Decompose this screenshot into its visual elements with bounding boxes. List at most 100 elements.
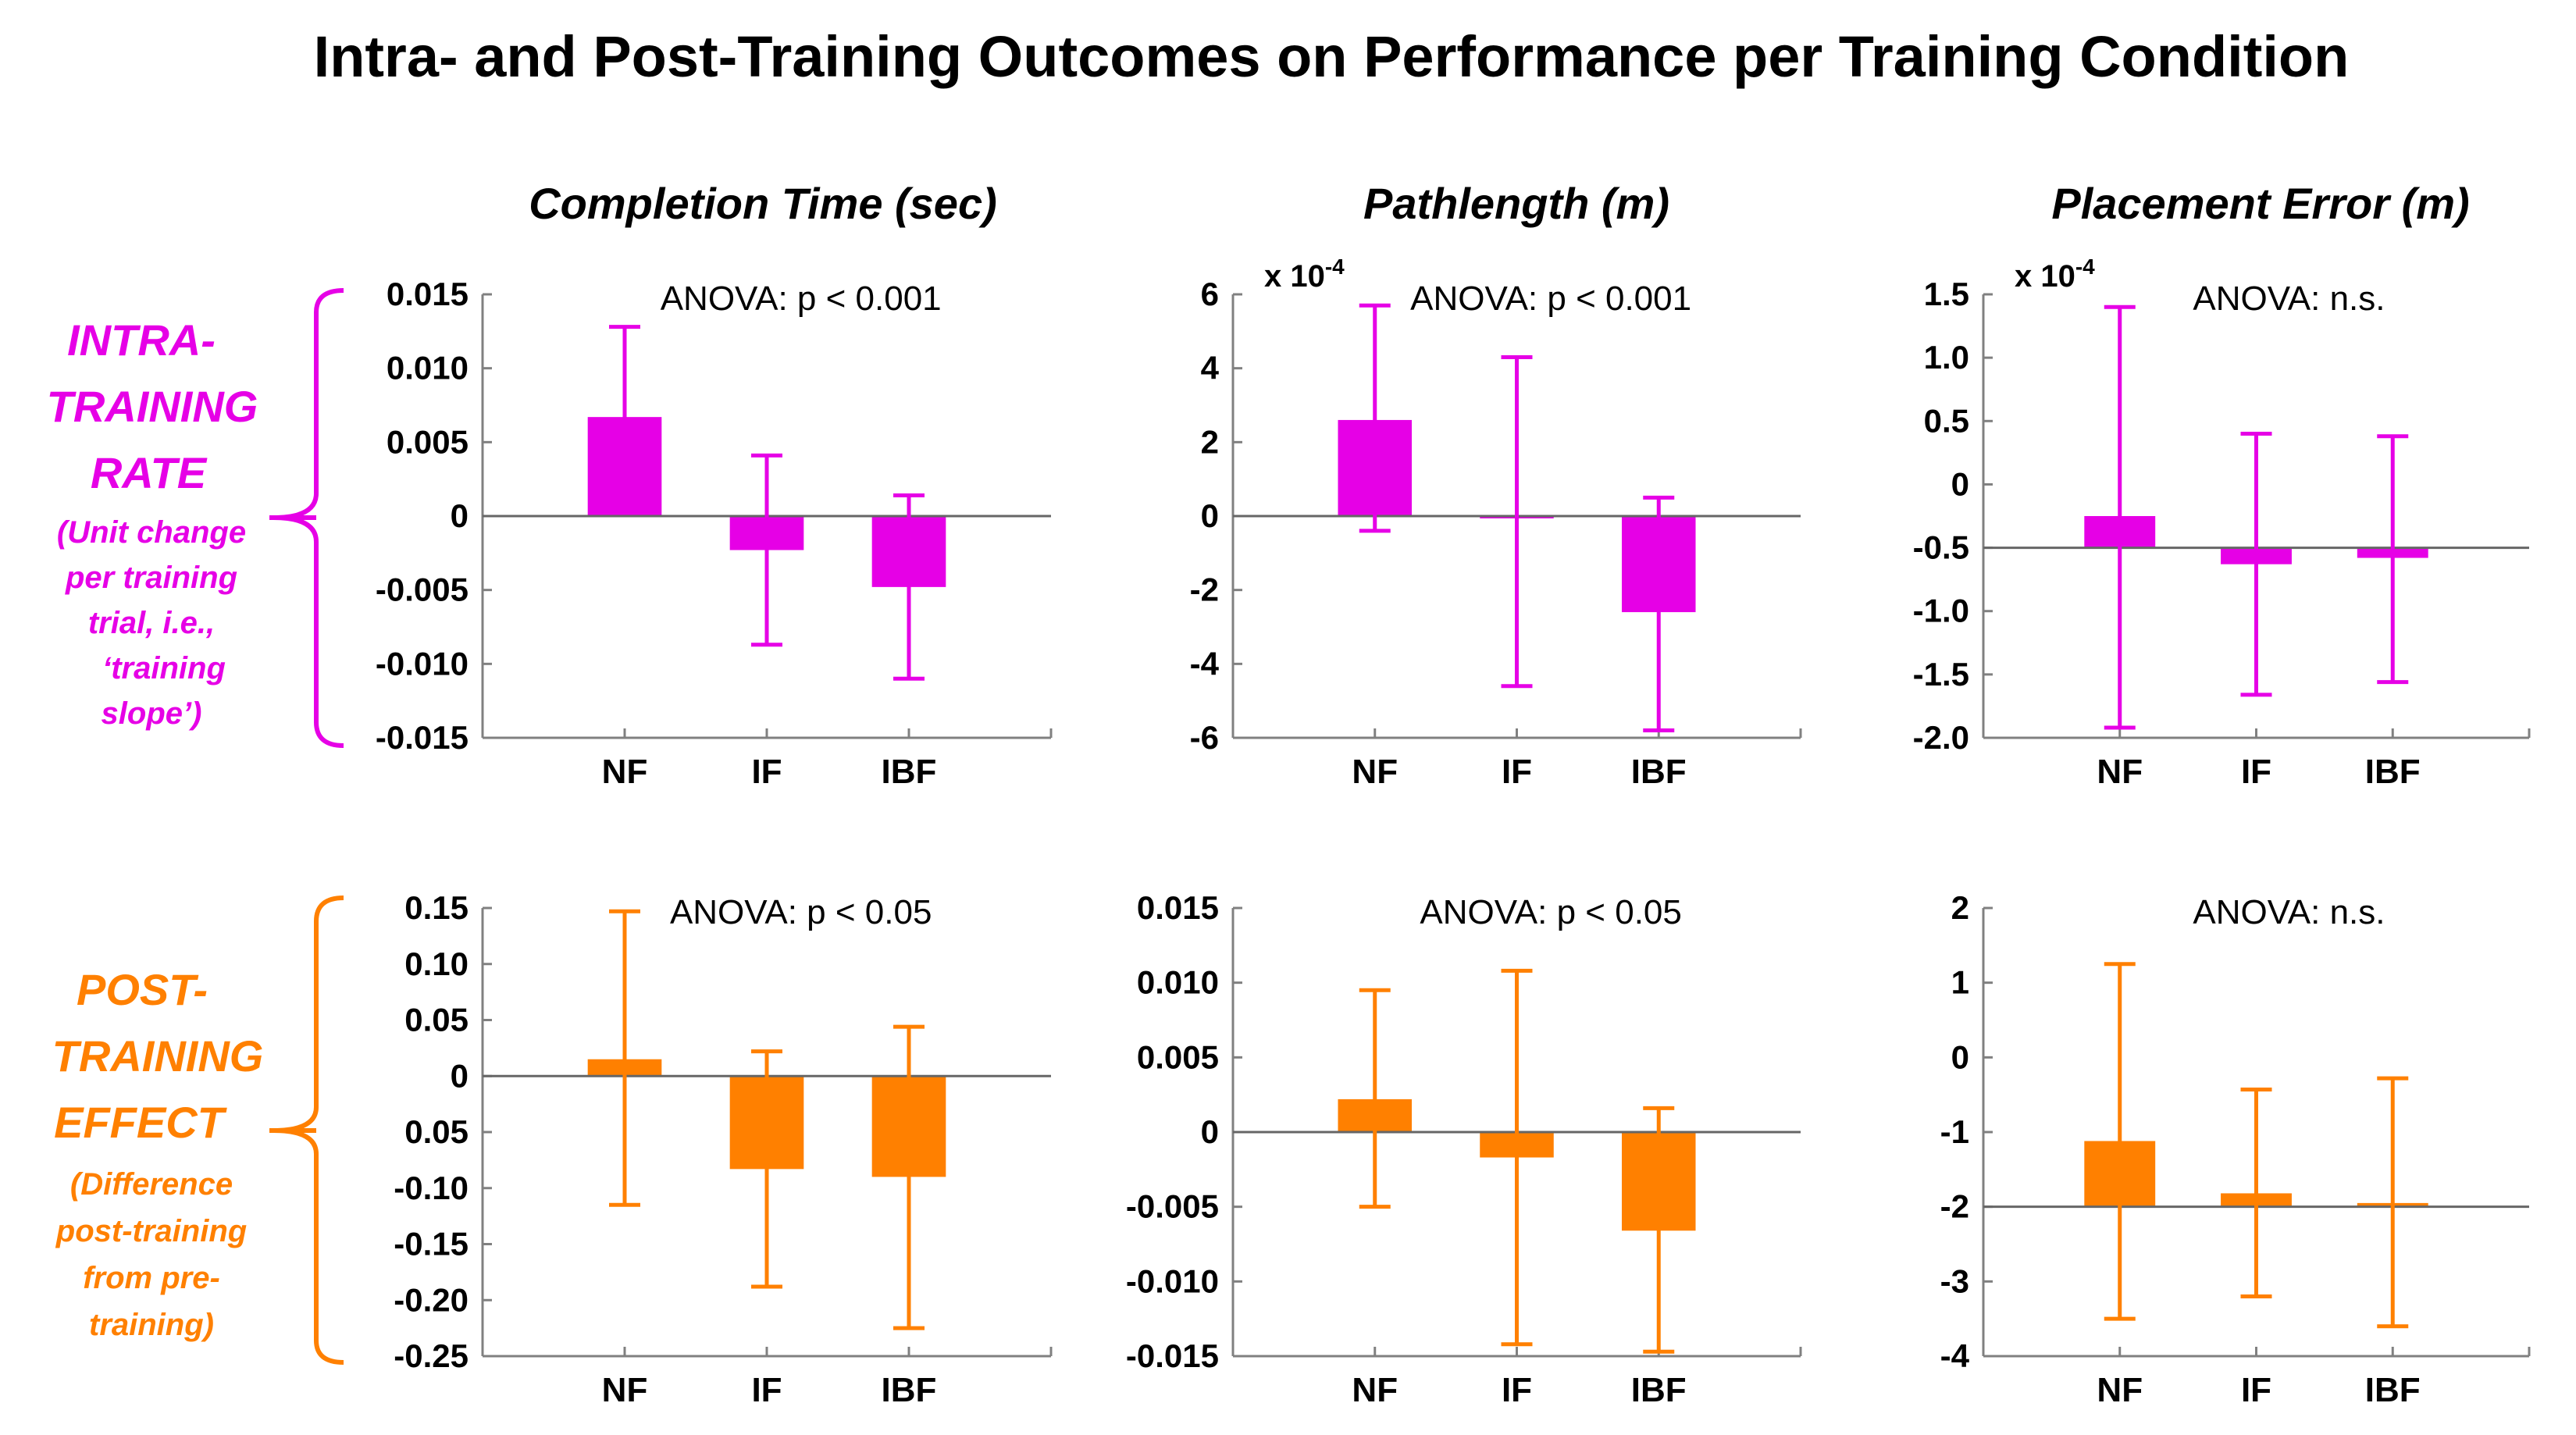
row-label-intra-line-1: INTRA- — [67, 315, 216, 365]
y-tick-label: 0.5 — [1924, 402, 1969, 439]
anova-annotation: ANOVA: n.s. — [2193, 280, 2385, 318]
y-tick-label: 0.015 — [387, 276, 469, 312]
y-tick-label: -2 — [1190, 572, 1219, 608]
category-label-nf: NF — [2097, 753, 2143, 791]
row-sub-post-line-3: from pre- — [83, 1261, 220, 1295]
row-label-intra-line-2: TRAINING — [47, 382, 258, 431]
row-label-post-line-2: TRAINING — [52, 1031, 264, 1081]
y-tick-label: 2 — [1201, 423, 1219, 460]
category-label-if: IF — [1502, 753, 1532, 791]
y-tick-label: -1.0 — [1913, 593, 1969, 629]
chart-panel-2: 6 4 2 0 -2 -4 -6 x 10-4 NF IF IBF ANOVA: p < 0.001 — [1190, 255, 1802, 791]
y-tick-label: 0 — [1201, 497, 1219, 534]
y-tick-label: 6 — [1201, 276, 1219, 312]
row-sub-intra-line-1: (Unit change — [57, 515, 246, 550]
y-tick-label: 1 — [1951, 964, 1969, 1001]
row-sub-intra-line-3: trial, i.e., — [88, 606, 215, 640]
category-label-if: IF — [751, 753, 782, 791]
chart-panel-4: 0.15 0.10 0.05 0 0.05 -0.10 -0.15 -0.20 -0.25 NF I… — [394, 889, 1053, 1409]
y-tick-label: 0 — [1951, 465, 1969, 502]
y-tick-label: -0.010 — [1126, 1262, 1219, 1299]
y-tick-label: 0.010 — [387, 350, 469, 386]
category-label-ibf: IBF — [1631, 753, 1687, 791]
category-label-if: IF — [2241, 1371, 2271, 1409]
row-sub-intra-line-5: slope’) — [102, 696, 202, 731]
anova-annotation: ANOVA: p < 0.05 — [670, 893, 932, 931]
y-tick-label: 0.010 — [1137, 964, 1219, 1001]
row-sub-post-line-2: post-training — [55, 1214, 247, 1248]
category-label-if: IF — [2241, 753, 2271, 791]
y-tick-label: 0.005 — [1137, 1038, 1219, 1075]
column-title-completion-time: Completion Time (sec) — [529, 179, 997, 228]
category-label-nf: NF — [1352, 1371, 1398, 1409]
y-tick-label: 0.05 — [404, 1113, 469, 1150]
y-tick-label: -4 — [1190, 645, 1220, 682]
row-label-post-line-3: EFFECT — [54, 1098, 228, 1147]
row-sub-intra-line-4: ‘training — [102, 651, 226, 685]
y-tick-label: 2 — [1951, 889, 1969, 926]
category-label-nf: NF — [602, 753, 648, 791]
category-label-nf: NF — [2097, 1371, 2143, 1409]
axis-exponent-label: x 10-4 — [2015, 255, 2095, 294]
y-tick-label: -0.20 — [394, 1281, 469, 1318]
y-tick-label: -0.015 — [1126, 1337, 1219, 1374]
chart-panel-1: 0.015 0.010 0.005 0 -0.005 -0.010 -0.015 NF IF IB… — [376, 276, 1053, 791]
y-tick-label: 0 — [1951, 1038, 1969, 1075]
anova-annotation: ANOVA: p < 0.001 — [661, 280, 942, 318]
category-label-if: IF — [751, 1371, 782, 1409]
figure-title: Intra- and Post-Training Outcomes on Per… — [314, 24, 2350, 89]
y-tick-label: 4 — [1201, 350, 1220, 386]
y-tick-label: 0 — [451, 497, 469, 534]
y-tick-label: 0.005 — [387, 423, 469, 460]
y-tick-label: -0.5 — [1913, 529, 1969, 566]
chart-panel-6: 2 1 0 -1 -2 -3 -4 NF IF IBF ANOVA: n.s. — [1940, 889, 2531, 1409]
chart-panel-3: 1.5 1.0 0.5 0 -0.5 -1.0 -1.5 -2.0 x 10-4 NF IF IBF A… — [1913, 255, 2531, 791]
row-sub-post-line-4: training) — [89, 1308, 214, 1342]
y-tick-label: -6 — [1190, 719, 1219, 756]
y-tick-label: -4 — [1940, 1337, 1970, 1374]
category-label-if: IF — [1502, 1371, 1532, 1409]
y-tick-label: -0.015 — [376, 719, 469, 756]
axis-exponent-label: x 10-4 — [1264, 255, 1345, 294]
anova-annotation: ANOVA: n.s. — [2193, 893, 2385, 931]
category-label-ibf: IBF — [1631, 1371, 1687, 1409]
category-label-ibf: IBF — [882, 1371, 937, 1409]
category-label-nf: NF — [1352, 753, 1398, 791]
y-tick-label: -2.0 — [1913, 719, 1969, 756]
charts: 0.015 0.010 0.005 0 -0.005 -0.010 -0.015 NF IF IB… — [376, 255, 2531, 1409]
row-sub-post-line-1: (Difference — [70, 1167, 233, 1202]
y-tick-label: -2 — [1940, 1188, 1969, 1225]
y-tick-label: -3 — [1940, 1262, 1969, 1299]
y-tick-label: 0.10 — [404, 945, 469, 982]
y-tick-label: -1 — [1940, 1113, 1969, 1150]
row-sub-intra-line-2: per training — [65, 561, 237, 595]
y-tick-label: 0.15 — [404, 889, 469, 926]
y-tick-label: 0 — [1201, 1113, 1219, 1150]
y-tick-label: -0.10 — [394, 1170, 469, 1206]
column-title-pathlength: Pathlength (m) — [1363, 179, 1669, 228]
category-label-nf: NF — [602, 1371, 648, 1409]
row-label-post: POST- TRAINING EFFECT (Difference post-t… — [52, 965, 264, 1342]
y-tick-label: 1.5 — [1924, 276, 1969, 312]
y-tick-label: 1.0 — [1924, 339, 1969, 376]
y-tick-label: -0.005 — [376, 572, 469, 608]
category-label-ibf: IBF — [2365, 1371, 2421, 1409]
column-title-placement-error: Placement Error (m) — [2051, 179, 2469, 228]
category-label-ibf: IBF — [2365, 753, 2421, 791]
category-label-ibf: IBF — [882, 753, 937, 791]
y-tick-label: -0.15 — [394, 1226, 469, 1262]
anova-annotation: ANOVA: p < 0.05 — [1420, 893, 1681, 931]
row-label-intra-line-3: RATE — [91, 448, 208, 497]
y-tick-label: 0.05 — [404, 1002, 469, 1038]
anova-annotation: ANOVA: p < 0.001 — [1410, 280, 1691, 318]
y-tick-label: -0.25 — [394, 1337, 469, 1374]
y-tick-label: 0.015 — [1137, 889, 1219, 926]
row-label-post-line-1: POST- — [77, 965, 208, 1014]
y-tick-label: -0.005 — [1126, 1188, 1219, 1225]
y-tick-label: 0 — [451, 1057, 469, 1094]
y-tick-label: -0.010 — [376, 645, 469, 682]
row-label-intra: INTRA- TRAINING RATE (Unit change per tr… — [47, 315, 258, 731]
y-tick-label: -1.5 — [1913, 656, 1969, 693]
chart-panel-5: 0.015 0.010 0.005 0 -0.005 -0.010 -0.015 NF IF IB… — [1126, 889, 1802, 1409]
